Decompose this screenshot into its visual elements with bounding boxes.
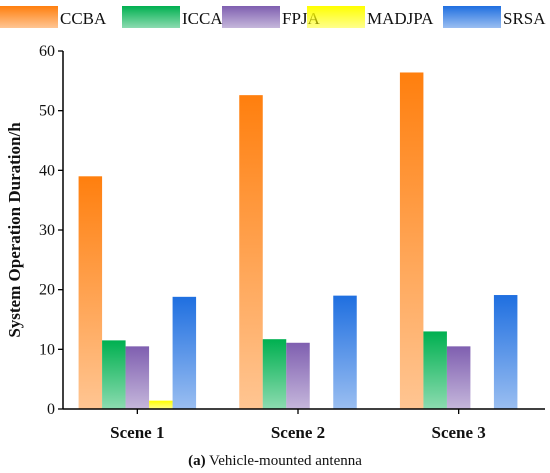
legend-label-madjpa: MADJPA (367, 9, 434, 28)
y-tick-label: 20 (39, 282, 55, 299)
legend-label-ccba: CCBA (60, 9, 107, 28)
bar-icca-scene-3 (423, 331, 447, 409)
bars (78, 72, 518, 410)
legend-swatch-icca (122, 6, 180, 28)
bar-ccba-scene-2 (239, 95, 263, 410)
legend-swatch-srsa (443, 6, 501, 28)
bar-srsa-scene-1 (172, 296, 197, 409)
x-tick-label: Scene 3 (432, 423, 486, 442)
legend-swatch-madjpa (307, 6, 365, 28)
bar-fpja-scene-2 (286, 342, 310, 409)
bar-srsa-scene-2 (333, 295, 357, 409)
x-axis: Scene 1 Scene 2 Scene 3 (63, 408, 545, 442)
y-tick-label: 60 (39, 43, 55, 60)
caption-text: Vehicle-mounted antenna (206, 453, 363, 469)
bar-ccba-scene-1 (78, 176, 103, 409)
bar-srsa-scene-3 (493, 295, 518, 409)
legend: CCBA ICCA FPJA MADJPA SRSA (0, 6, 546, 28)
caption-prefix: (a) (188, 453, 206, 469)
legend-swatch-fpja (222, 6, 280, 28)
x-tick-label: Scene 1 (110, 423, 164, 442)
y-tick-label: 30 (39, 222, 55, 239)
legend-label-srsa: SRSA (503, 9, 546, 28)
x-tick-label: Scene 2 (271, 423, 325, 442)
y-axis-label: System Operation Duration/h (5, 122, 24, 338)
bar-icca-scene-2 (262, 339, 287, 409)
bar-ccba-scene-3 (399, 72, 424, 409)
y-tick-label: 10 (39, 341, 55, 358)
y-tick-label: 40 (39, 162, 55, 179)
caption: (a) Vehicle-mounted antenna (188, 453, 362, 469)
bar-icca-scene-1 (102, 340, 126, 409)
legend-label-icca: ICCA (182, 9, 223, 28)
y-axis: 0 10 20 30 40 50 60 (39, 43, 64, 418)
bar-fpja-scene-1 (125, 346, 150, 409)
bar-fpja-scene-3 (446, 346, 471, 409)
legend-swatch-ccba (0, 6, 58, 28)
y-tick-label: 50 (39, 103, 55, 120)
bar-madjpa-scene-1 (149, 400, 173, 409)
y-tick-label: 0 (47, 401, 55, 418)
